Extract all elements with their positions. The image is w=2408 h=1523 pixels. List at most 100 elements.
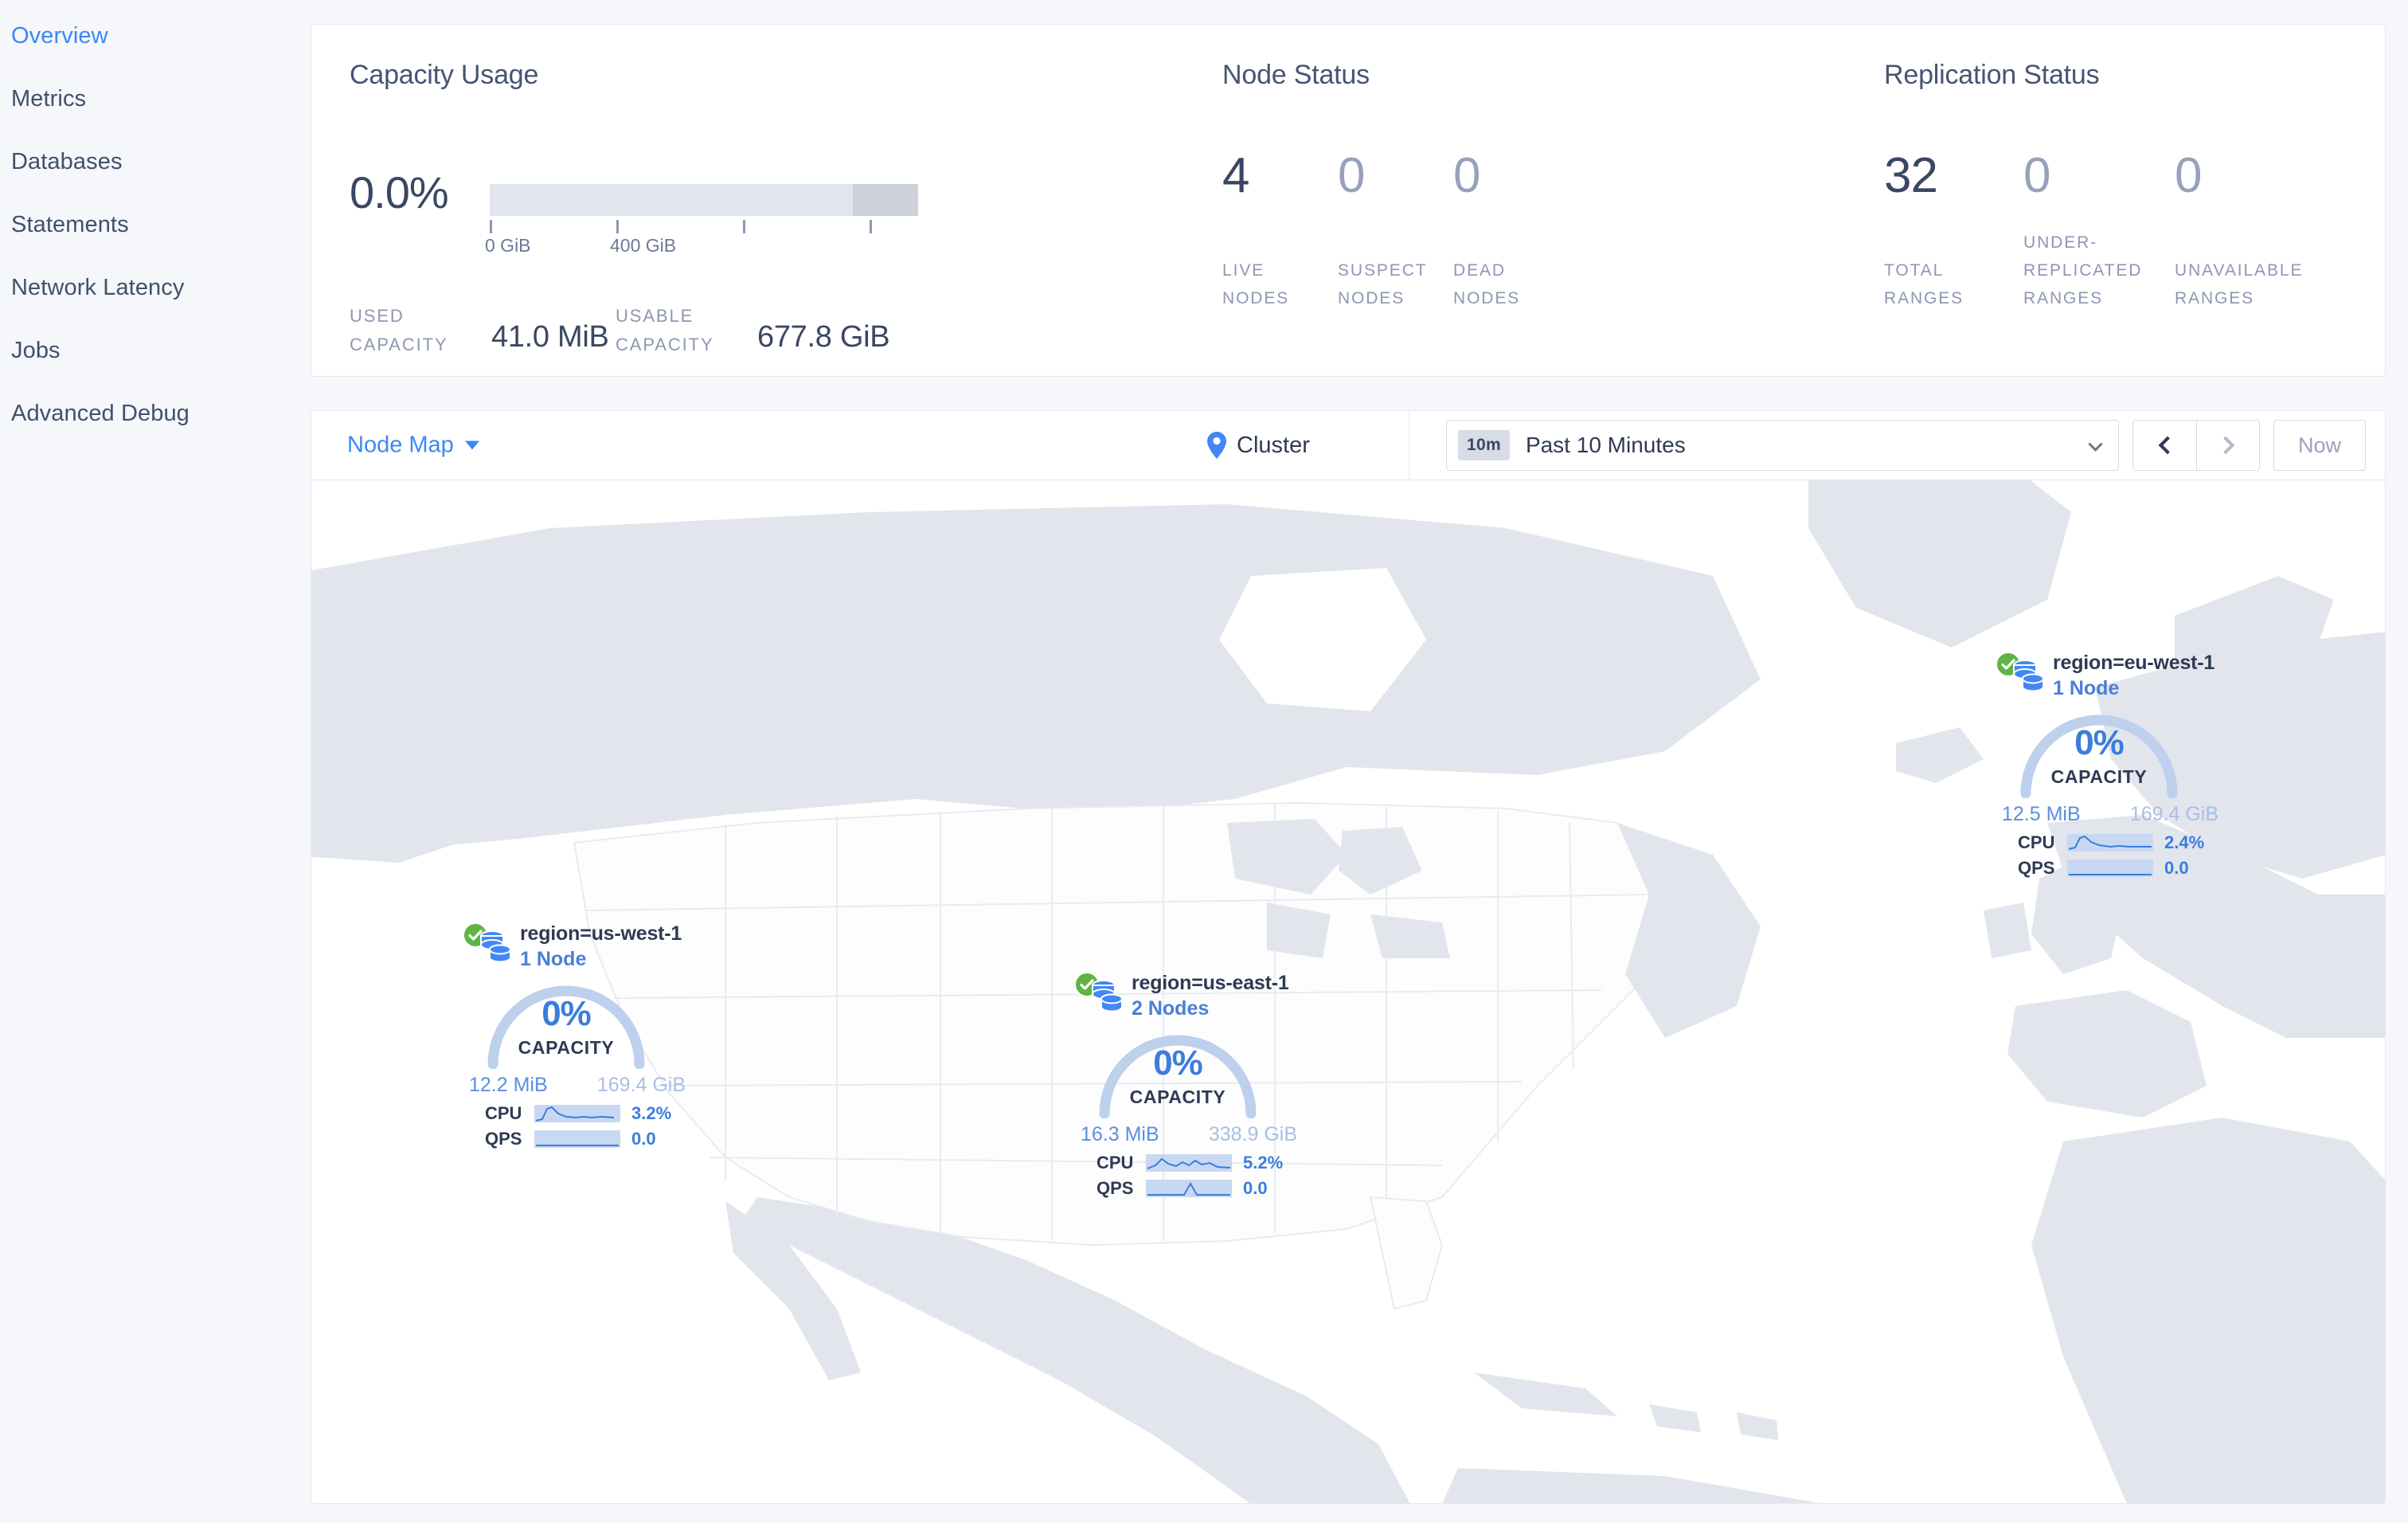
map-toolbar: Node Map Cluster 10m Past 10 Minutes (311, 411, 2385, 480)
locality-name: region=eu-west-1 (2053, 652, 2215, 674)
time-nav-arrows (2132, 420, 2260, 471)
qps-value: 0.0 (1243, 1178, 1268, 1198)
replication-status-stats: 32 TOTAL RANGES 0 UNDER- REPLICATED RANG… (1884, 148, 2303, 312)
time-range-badge: 10m (1458, 430, 1510, 460)
stat-label: SUSPECT NODES (1338, 261, 1428, 307)
locality-used-capacity: 12.5 MiB (2002, 803, 2081, 825)
locality-total-capacity: 338.9 GiB (1208, 1123, 1297, 1145)
cpu-value: 5.2% (1243, 1153, 1284, 1173)
database-stack-icon (480, 930, 511, 963)
chevron-down-icon (2088, 437, 2103, 452)
used-capacity-metric: USED CAPACITY 41.0 MiB (350, 302, 609, 359)
stat-suspect-nodes: 0 SUSPECT NODES (1338, 148, 1453, 312)
sidebar-item-label: Network Latency (11, 275, 185, 300)
replication-status-title: Replication Status (1884, 60, 2100, 90)
stat-label: UNAVAILABLE RANGES (2175, 261, 2304, 307)
capacity-usage-percent: 0.0% (350, 167, 449, 217)
stat-value: 0 (2023, 148, 2050, 203)
cpu-label: CPU (1096, 1153, 1134, 1173)
qps-label: QPS (2018, 858, 2055, 878)
sidebar-item-advanced-debug[interactable]: Advanced Debug (0, 382, 309, 445)
sidebar-item-metrics[interactable]: Metrics (0, 68, 309, 131)
chevron-left-icon (2158, 436, 2176, 455)
qps-sparkline (534, 1130, 620, 1148)
capacity-gauge: 0% CAPACITY (1074, 1029, 1337, 1123)
cluster-summary-panel: Capacity Usage 0.0% 0 GiB 400 GiB USED C… (311, 24, 2386, 377)
stat-label: UNDER- REPLICATED RANGES (2023, 233, 2143, 307)
usable-capacity-value: 677.8 GiB (757, 320, 890, 354)
sidebar-item-label: Advanced Debug (11, 401, 190, 426)
sidebar-item-label: Metrics (11, 86, 87, 112)
locality-marker-us-east-1[interactable]: region=us-east-1 2 Nodes 0% CAPACITY 16.… (1074, 972, 1337, 1201)
capacity-tick (870, 220, 872, 233)
sidebar-item-statements[interactable]: Statements (0, 194, 309, 256)
locality-header: region=eu-west-1 1 Node (1996, 652, 2258, 709)
time-next-button[interactable] (2196, 421, 2259, 470)
qps-sparkline-row: QPS 0.0 (2018, 855, 2258, 881)
sidebar-item-databases[interactable]: Databases (0, 131, 309, 194)
locality-capacity-values: 12.5 MiB 169.4 GiB (2002, 803, 2233, 830)
capacity-bar-ticks (490, 220, 918, 234)
database-stack-icon (1092, 980, 1123, 1012)
locality-used-capacity: 12.2 MiB (469, 1074, 548, 1096)
now-button[interactable]: Now (2273, 420, 2366, 471)
capacity-gauge-arc (2020, 715, 2178, 798)
locality-name: region=us-east-1 (1132, 972, 1289, 994)
cpu-value: 2.4% (2164, 832, 2205, 852)
node-map-canvas[interactable]: .land { fill:#e2e5ec; } .usa { fill:#fdf… (311, 480, 2385, 1503)
locality-node-count: 1 Node (2053, 677, 2120, 699)
capacity-gauge-arc (1099, 1035, 1257, 1118)
qps-value: 0.0 (631, 1129, 656, 1149)
qps-sparkline-row: QPS 0.0 (1096, 1176, 1337, 1201)
stat-live-nodes: 4 LIVE NODES (1222, 148, 1338, 312)
locality-capacity-values: 16.3 MiB 338.9 GiB (1081, 1123, 1312, 1150)
qps-sparkline-row: QPS 0.0 (485, 1126, 725, 1152)
locality-marker-eu-west-1[interactable]: region=eu-west-1 1 Node 0% CAPACITY 12.5… (1996, 652, 2258, 881)
node-map-view-dropdown[interactable]: Node Map (347, 433, 479, 459)
qps-label: QPS (1096, 1178, 1134, 1198)
node-status-title: Node Status (1222, 60, 1370, 90)
stat-label: DEAD NODES (1453, 261, 1521, 307)
sparkline-path (2069, 874, 2152, 875)
locality-node-count: 2 Nodes (1132, 997, 1210, 1020)
cpu-sparkline (2067, 834, 2153, 852)
time-range-select[interactable]: 10m Past 10 Minutes (1446, 420, 2119, 471)
chevron-right-icon (2216, 436, 2235, 455)
sidebar-item-label: Overview (11, 23, 108, 49)
capacity-usage-title: Capacity Usage (350, 60, 539, 90)
qps-sparkline (1146, 1180, 1232, 1197)
locality-header: region=us-west-1 1 Node (463, 922, 725, 980)
stat-value: 0 (2175, 148, 2202, 203)
sidebar-item-overview[interactable]: Overview (0, 5, 309, 68)
capacity-tick (490, 220, 492, 233)
used-capacity-label: USED CAPACITY (350, 306, 448, 354)
node-map-panel: Node Map Cluster 10m Past 10 Minutes (311, 410, 2386, 1504)
sidebar-item-label: Jobs (11, 338, 61, 363)
capacity-tick (743, 220, 745, 233)
node-map-view-label: Node Map (347, 432, 454, 458)
cpu-label: CPU (2018, 832, 2055, 852)
node-status-stats: 4 LIVE NODES 0 SUSPECT NODES 0 DEAD NODE… (1222, 148, 1520, 312)
map-pin-icon (1207, 432, 1226, 459)
qps-value: 0.0 (2164, 858, 2189, 878)
stat-total-ranges: 32 TOTAL RANGES (1884, 148, 2023, 312)
sidebar-item-network-latency[interactable]: Network Latency (0, 256, 309, 319)
stat-under-replicated-ranges: 0 UNDER- REPLICATED RANGES (2023, 148, 2175, 312)
time-range-label: Past 10 Minutes (1525, 433, 1686, 457)
time-previous-button[interactable] (2133, 421, 2196, 470)
usable-capacity-metric: USABLE CAPACITY 677.8 GiB (616, 302, 890, 359)
capacity-gauge-caption: CAPACITY (1129, 1086, 1226, 1107)
capacity-gauge-percent: 0% (1153, 1043, 1203, 1083)
locality-marker-us-west-1[interactable]: region=us-west-1 1 Node 0% CAPACITY 12.2… (463, 922, 725, 1152)
sidebar-item-label: Statements (11, 212, 129, 237)
qps-sparkline (2067, 859, 2153, 877)
capacity-axis-mid-label: 400 GiB (610, 235, 677, 256)
locality-total-capacity: 169.4 GiB (2129, 803, 2218, 825)
stat-value: 0 (1338, 148, 1365, 203)
locality-header: region=us-east-1 2 Nodes (1074, 972, 1337, 1029)
capacity-axis-min-label: 0 GiB (485, 235, 531, 256)
stat-unavailable-ranges: 0 UNAVAILABLE RANGES (2175, 148, 2303, 312)
sidebar-item-jobs[interactable]: Jobs (0, 319, 309, 382)
breadcrumb[interactable]: Cluster (1207, 432, 1310, 459)
